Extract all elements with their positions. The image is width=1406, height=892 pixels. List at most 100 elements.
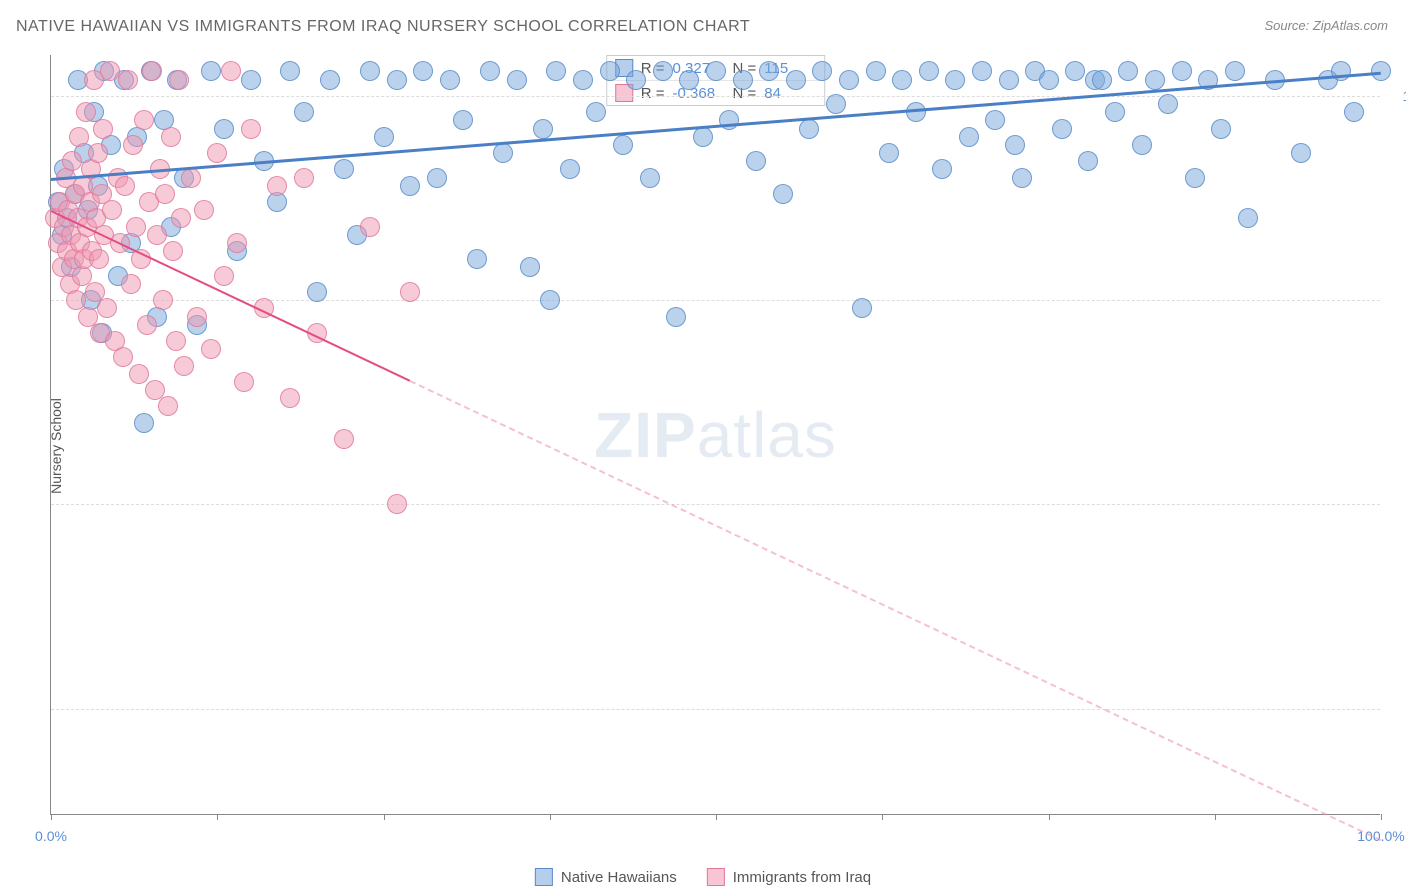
legend-label: Native Hawaiians xyxy=(561,869,677,886)
x-tick xyxy=(1381,814,1382,820)
data-point xyxy=(126,217,146,237)
data-point xyxy=(879,143,899,163)
data-point xyxy=(1105,102,1125,122)
data-point xyxy=(507,70,527,90)
data-point xyxy=(280,61,300,81)
data-point xyxy=(959,127,979,147)
gridline xyxy=(51,709,1380,710)
data-point xyxy=(169,70,189,90)
data-point xyxy=(221,61,241,81)
data-point xyxy=(147,225,167,245)
data-point xyxy=(480,61,500,81)
y-tick-label: 97.5% xyxy=(1390,292,1406,308)
x-tick xyxy=(1049,814,1050,820)
data-point xyxy=(866,61,886,81)
trendline xyxy=(410,380,1382,841)
data-point xyxy=(360,217,380,237)
data-point xyxy=(972,61,992,81)
y-tick-label: 100.0% xyxy=(1390,88,1406,104)
x-tick xyxy=(882,814,883,820)
data-point xyxy=(1291,143,1311,163)
data-point xyxy=(812,61,832,81)
data-point xyxy=(1238,208,1258,228)
data-point xyxy=(759,61,779,81)
x-tick xyxy=(217,814,218,820)
x-tick xyxy=(51,814,52,820)
data-point xyxy=(560,159,580,179)
data-point xyxy=(440,70,460,90)
data-point xyxy=(387,494,407,514)
data-point xyxy=(919,61,939,81)
data-point xyxy=(666,307,686,327)
x-tick xyxy=(716,814,717,820)
legend-label: Immigrants from Iraq xyxy=(733,869,871,886)
data-point xyxy=(227,233,247,253)
data-point xyxy=(214,119,234,139)
r-value: -0.368 xyxy=(673,85,725,102)
data-point xyxy=(1132,135,1152,155)
data-point xyxy=(123,135,143,155)
watermark: ZIPatlas xyxy=(594,398,837,472)
data-point xyxy=(158,396,178,416)
data-point xyxy=(945,70,965,90)
x-tick-label: 100.0% xyxy=(1357,828,1404,844)
data-point xyxy=(387,70,407,90)
data-point xyxy=(142,61,162,81)
data-point xyxy=(985,110,1005,130)
data-point xyxy=(102,200,122,220)
data-point xyxy=(733,70,753,90)
data-point xyxy=(113,347,133,367)
data-point xyxy=(427,168,447,188)
x-tick xyxy=(384,814,385,820)
y-tick-label: 92.5% xyxy=(1390,701,1406,717)
data-point xyxy=(267,176,287,196)
data-point xyxy=(360,61,380,81)
data-point xyxy=(999,70,1019,90)
data-point xyxy=(93,119,113,139)
data-point xyxy=(653,61,673,81)
data-point xyxy=(320,70,340,90)
data-point xyxy=(374,127,394,147)
data-point xyxy=(1172,61,1192,81)
data-point xyxy=(706,61,726,81)
r-label: R = xyxy=(641,85,665,102)
data-point xyxy=(640,168,660,188)
data-point xyxy=(453,110,473,130)
data-point xyxy=(100,61,120,81)
data-point xyxy=(194,200,214,220)
data-point xyxy=(400,176,420,196)
data-point xyxy=(1078,151,1098,171)
data-point xyxy=(174,356,194,376)
data-point xyxy=(1052,119,1072,139)
data-point xyxy=(134,110,154,130)
data-point xyxy=(892,70,912,90)
data-point xyxy=(413,61,433,81)
data-point xyxy=(241,119,261,139)
data-point xyxy=(241,70,261,90)
data-point xyxy=(334,159,354,179)
data-point xyxy=(826,94,846,114)
data-point xyxy=(626,70,646,90)
plot-area: ZIPatlas R = 0.327 N = 115 R = -0.368 N … xyxy=(50,55,1380,815)
data-point xyxy=(88,143,108,163)
data-point xyxy=(187,307,207,327)
data-point xyxy=(69,127,89,147)
gridline xyxy=(51,504,1380,505)
x-tick-label: 0.0% xyxy=(35,828,67,844)
data-point xyxy=(1145,70,1165,90)
data-point xyxy=(134,413,154,433)
legend-item-pink: Immigrants from Iraq xyxy=(707,868,871,886)
data-point xyxy=(76,102,96,122)
legend: Native Hawaiians Immigrants from Iraq xyxy=(535,868,871,886)
data-point xyxy=(181,168,201,188)
data-point xyxy=(201,61,221,81)
data-point xyxy=(307,282,327,302)
data-point xyxy=(746,151,766,171)
watermark-bold: ZIP xyxy=(594,399,697,471)
watermark-light: atlas xyxy=(697,399,837,471)
data-point xyxy=(97,298,117,318)
data-point xyxy=(115,176,135,196)
source-credit: Source: ZipAtlas.com xyxy=(1264,18,1388,33)
data-point xyxy=(155,184,175,204)
data-point xyxy=(294,102,314,122)
